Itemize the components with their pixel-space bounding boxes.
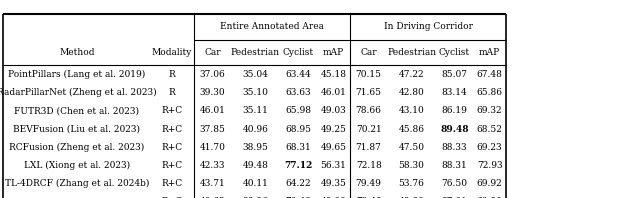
Text: 56.31: 56.31	[321, 161, 346, 170]
Text: 49.48: 49.48	[243, 161, 268, 170]
Text: 42.33: 42.33	[200, 161, 225, 170]
Text: Pedestrian: Pedestrian	[387, 48, 436, 57]
Text: 86.19: 86.19	[442, 106, 467, 115]
Text: TL-4DRCF (Zhang et al. 2024b): TL-4DRCF (Zhang et al. 2024b)	[4, 179, 149, 188]
Text: Method: Method	[59, 48, 95, 57]
Text: 63.44: 63.44	[285, 70, 311, 79]
Text: 49.65: 49.65	[321, 143, 346, 152]
Text: 35.04: 35.04	[243, 70, 268, 79]
Text: R+C: R+C	[161, 106, 183, 115]
Text: R+C: R+C	[161, 179, 183, 188]
Text: 47.22: 47.22	[399, 70, 424, 79]
Text: 65.86: 65.86	[477, 88, 502, 97]
Text: 53.76: 53.76	[399, 179, 424, 188]
Text: 41.70: 41.70	[200, 143, 225, 152]
Text: Entire Annotated Area: Entire Annotated Area	[220, 22, 324, 31]
Text: 49.99: 49.99	[321, 197, 346, 198]
Text: PointPillars (Lang et al. 2019): PointPillars (Lang et al. 2019)	[8, 70, 145, 79]
Text: 68.95: 68.95	[285, 125, 311, 134]
Text: 63.63: 63.63	[285, 88, 311, 97]
Text: Modality: Modality	[152, 48, 193, 57]
Text: LXL (Xiong et al. 2023): LXL (Xiong et al. 2023)	[24, 161, 130, 170]
Text: 71.87: 71.87	[356, 143, 381, 152]
Text: 49.89: 49.89	[399, 197, 424, 198]
Text: 46.01: 46.01	[321, 88, 346, 97]
Text: R: R	[169, 70, 175, 79]
Text: RadarPillarNet (Zheng et al. 2023): RadarPillarNet (Zheng et al. 2023)	[0, 88, 157, 97]
Text: 64.22: 64.22	[285, 179, 311, 188]
Text: 72.18: 72.18	[356, 161, 381, 170]
Text: Car: Car	[204, 48, 221, 57]
Text: 78.66: 78.66	[356, 106, 381, 115]
Text: 45.18: 45.18	[321, 70, 346, 79]
Text: 68.52: 68.52	[477, 125, 502, 134]
Text: 43.10: 43.10	[399, 106, 424, 115]
Text: R: R	[169, 88, 175, 97]
Text: mAP: mAP	[323, 48, 344, 57]
Text: Car: Car	[360, 48, 377, 57]
Text: 37.85: 37.85	[200, 125, 225, 134]
Text: 49.35: 49.35	[321, 179, 346, 188]
Text: 76.50: 76.50	[442, 179, 467, 188]
Text: 69.23: 69.23	[477, 143, 502, 152]
Text: 38.86: 38.86	[243, 197, 268, 198]
Text: 49.25: 49.25	[321, 125, 346, 134]
Text: 65.98: 65.98	[285, 106, 311, 115]
Text: RCFusion (Zheng et al. 2023): RCFusion (Zheng et al. 2023)	[9, 143, 145, 152]
Text: 83.14: 83.14	[442, 88, 467, 97]
Text: Cyclist: Cyclist	[439, 48, 470, 57]
Text: 69.92: 69.92	[477, 179, 502, 188]
Text: 88.31: 88.31	[442, 161, 467, 170]
Text: RCBEVDet (Lin et al. 2024): RCBEVDet (Lin et al. 2024)	[14, 197, 140, 198]
Text: 45.86: 45.86	[399, 125, 424, 134]
Text: 79.49: 79.49	[356, 179, 381, 188]
Text: FUTR3D (Chen et al. 2023): FUTR3D (Chen et al. 2023)	[14, 106, 140, 115]
Text: In Driving Corridor: In Driving Corridor	[383, 22, 473, 31]
Text: 39.30: 39.30	[200, 88, 225, 97]
Text: 72.48: 72.48	[356, 197, 381, 198]
Text: 38.95: 38.95	[243, 143, 268, 152]
Text: Pedestrian: Pedestrian	[231, 48, 280, 57]
Text: 69.80: 69.80	[477, 197, 502, 198]
Text: 69.32: 69.32	[477, 106, 502, 115]
Text: BEVFusion (Liu et al. 2023): BEVFusion (Liu et al. 2023)	[13, 125, 140, 134]
Text: mAP: mAP	[479, 48, 500, 57]
Text: 70.15: 70.15	[356, 70, 381, 79]
Text: 58.30: 58.30	[399, 161, 424, 170]
Text: 87.01: 87.01	[442, 197, 467, 198]
Text: 72.93: 72.93	[477, 161, 502, 170]
Text: 67.48: 67.48	[477, 70, 502, 79]
Text: 77.12: 77.12	[284, 161, 312, 170]
Text: 46.01: 46.01	[200, 106, 225, 115]
Text: 43.71: 43.71	[200, 179, 225, 188]
Text: 35.10: 35.10	[243, 88, 268, 97]
Text: 85.07: 85.07	[442, 70, 467, 79]
Text: 35.11: 35.11	[243, 106, 268, 115]
Text: 88.33: 88.33	[442, 143, 467, 152]
Text: 89.48: 89.48	[440, 125, 468, 134]
Text: 40.96: 40.96	[243, 125, 268, 134]
Text: Cyclist: Cyclist	[283, 48, 314, 57]
Text: 71.65: 71.65	[356, 88, 381, 97]
Text: R+C: R+C	[161, 197, 183, 198]
Text: 49.03: 49.03	[321, 106, 346, 115]
Text: 68.31: 68.31	[285, 143, 311, 152]
Text: 37.06: 37.06	[200, 70, 225, 79]
Text: 70.48: 70.48	[285, 197, 311, 198]
Text: R+C: R+C	[161, 161, 183, 170]
Text: 47.50: 47.50	[399, 143, 424, 152]
Text: 40.63: 40.63	[200, 197, 225, 198]
Text: R+C: R+C	[161, 143, 183, 152]
Text: 70.21: 70.21	[356, 125, 381, 134]
Text: 40.11: 40.11	[243, 179, 268, 188]
Text: R+C: R+C	[161, 125, 183, 134]
Text: 42.80: 42.80	[399, 88, 424, 97]
